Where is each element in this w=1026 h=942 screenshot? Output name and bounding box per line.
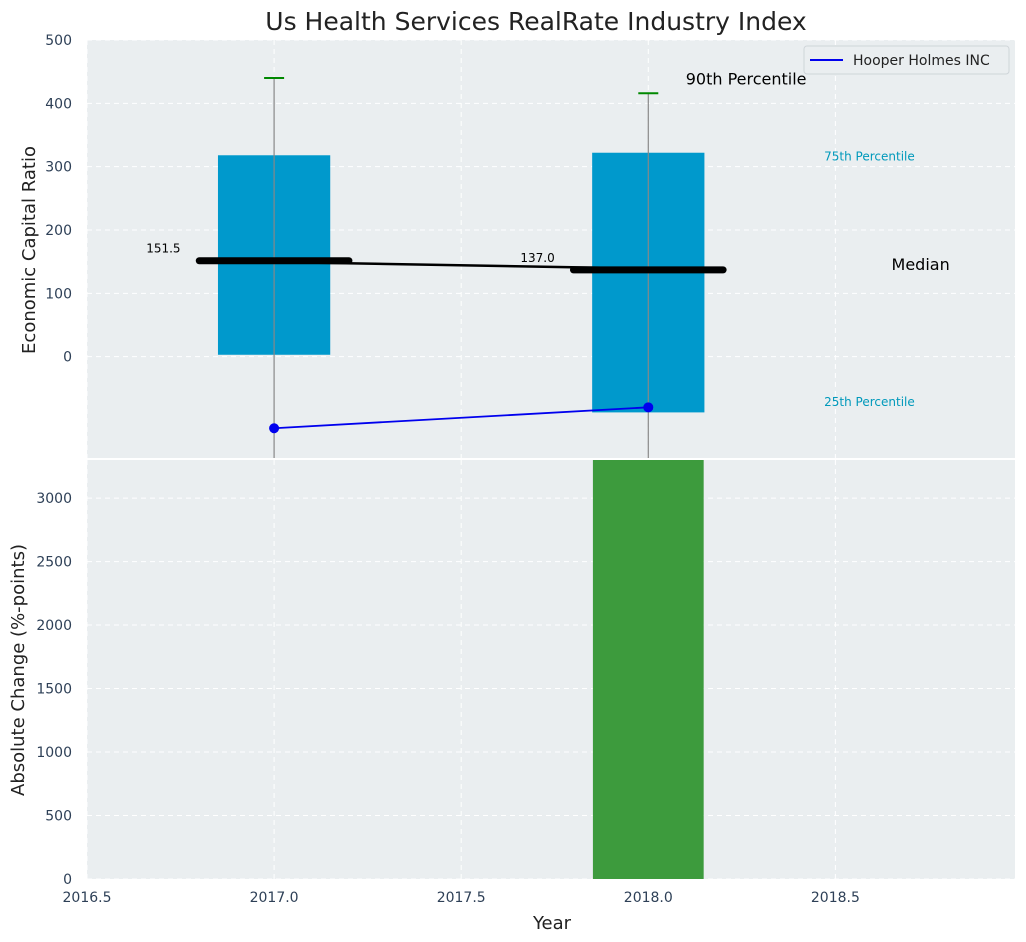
legend-label-hooper: Hooper Holmes INC [853, 53, 990, 69]
company-point [269, 423, 280, 434]
company-line [274, 406, 649, 430]
top-y-tick-label: 500 [45, 33, 72, 49]
annotation-p75: 75th Percentile [824, 149, 915, 163]
bottom-y-tick-label: 1500 [36, 682, 72, 698]
bottom-y-tick-label: 1000 [36, 745, 72, 761]
legend-box [803, 45, 1010, 75]
x-tick-label: 2017.0 [250, 890, 299, 906]
bottom-y-tick-label: 2500 [36, 555, 72, 571]
annotation-p25: 25th Percentile [824, 395, 915, 409]
annotation-median: Median [892, 255, 950, 274]
legend: Hooper Holmes INC [803, 45, 1010, 75]
bottom-y-tick-label: 2000 [36, 618, 72, 634]
x-tick-label: 2018.0 [624, 890, 673, 906]
top-y-axis-label: Economic Capital Ratio [19, 146, 40, 354]
company-point [643, 402, 654, 413]
top-y-tick-label: 200 [45, 223, 72, 239]
top-y-tick-label: 400 [45, 96, 72, 112]
x-axis-label: Year [532, 913, 572, 934]
chart-title: Us Health Services RealRate Industry Ind… [265, 7, 806, 36]
top-y-tick-label: 100 [45, 286, 72, 302]
top-y-tick-label: 0 [63, 350, 72, 366]
annotation-p90: 90th Percentile [686, 69, 807, 88]
bottom-panel: 2016.5 2017.0 2017.5 2018.0 2018.5 0 500 1000 15… [36, 458, 1015, 906]
top-panel: 0 100 200 300 400 500 151.5 137.0 90th Percentil… [45, 33, 1015, 458]
median-value-label: 137.0 [520, 251, 554, 265]
x-tick-label: 2018.5 [811, 890, 860, 906]
top-y-tick-label: 300 [45, 160, 72, 176]
x-tick-label: 2017.5 [437, 890, 486, 906]
median-value-label: 151.5 [146, 242, 180, 256]
bottom-y-axis-label: Absolute Change (%-points) [8, 544, 29, 796]
bottom-y-tick-label: 0 [63, 872, 72, 888]
bottom-plot-area [87, 460, 1015, 879]
bottom-y-tick-label: 500 [45, 809, 72, 825]
bottom-y-tick-label: 3000 [36, 491, 72, 507]
x-tick-label: 2016.5 [63, 890, 112, 906]
change-bar-2018 [592, 460, 704, 879]
